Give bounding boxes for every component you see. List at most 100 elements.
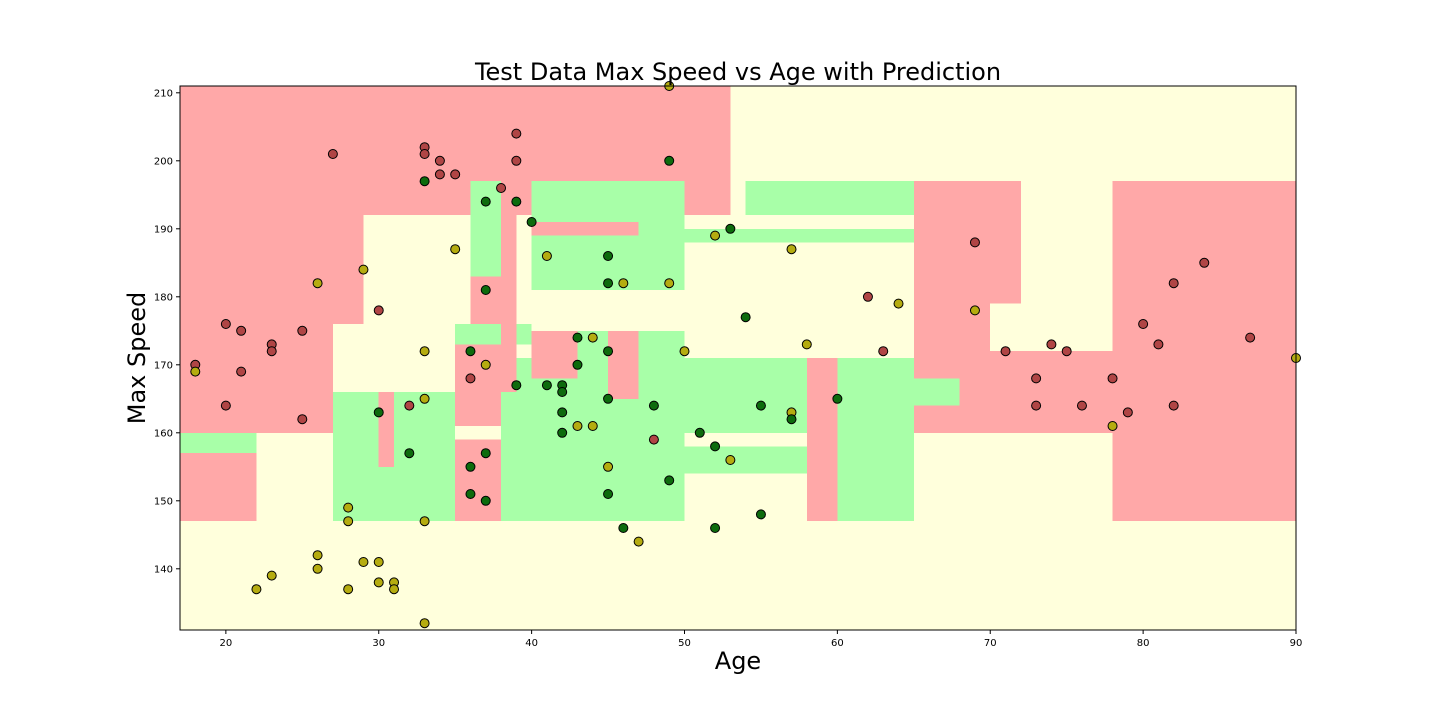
point-yellow [725, 455, 736, 465]
y-tick-label: 190 [154, 224, 173, 235]
point-red [878, 346, 889, 357]
region-red-3 [180, 453, 257, 522]
point-red [1138, 319, 1149, 329]
point-yellow [373, 577, 384, 588]
point-green [786, 414, 797, 425]
point-green [603, 278, 614, 289]
point-yellow [541, 251, 552, 261]
region-red-6 [378, 392, 395, 467]
point-red [648, 434, 659, 445]
point-green [755, 400, 766, 411]
point-red [1168, 278, 1179, 289]
point-green [480, 448, 491, 459]
point-yellow [266, 570, 277, 581]
region-red-27 [913, 181, 1021, 304]
point-red [220, 400, 231, 411]
point-yellow [343, 584, 354, 595]
point-yellow [618, 278, 629, 289]
region-red-1 [180, 215, 364, 324]
region-red-8 [455, 344, 502, 426]
point-red [419, 149, 430, 159]
y-tick-label: 160 [154, 428, 173, 439]
point-green [465, 346, 476, 357]
point-red [496, 183, 507, 193]
region-green-24 [684, 228, 914, 243]
y-tick-label: 180 [154, 292, 173, 303]
point-green [725, 223, 736, 234]
point-yellow [373, 557, 384, 567]
point-red [434, 155, 445, 166]
point-yellow [312, 550, 323, 561]
point-red [1076, 400, 1087, 411]
point-green [710, 441, 721, 452]
region-green-5 [332, 392, 456, 522]
point-red [1000, 346, 1011, 357]
point-red [1245, 332, 1256, 343]
y-tick-label: 140 [154, 564, 173, 575]
point-yellow [1107, 421, 1118, 431]
region-red-18 [608, 330, 639, 399]
point-yellow [358, 557, 369, 567]
point-red [1031, 373, 1042, 384]
point-yellow [969, 305, 980, 316]
point-green [419, 176, 430, 187]
point-yellow [679, 346, 690, 357]
point-green [404, 448, 415, 459]
region-green-23 [837, 358, 914, 522]
y-tick-label: 210 [154, 88, 173, 99]
plot-frame [179, 85, 1297, 631]
point-red [327, 149, 338, 159]
point-green [832, 393, 843, 404]
region-red-22 [806, 358, 838, 522]
point-yellow [251, 584, 262, 595]
point-yellow [312, 563, 323, 574]
x-tick-label: 40 [525, 638, 538, 649]
point-yellow [710, 230, 721, 241]
point-red [373, 305, 384, 316]
point-red [862, 291, 873, 302]
point-red [1061, 346, 1072, 357]
point-yellow [603, 461, 614, 472]
point-green [511, 380, 522, 391]
point-red [1107, 373, 1118, 384]
point-green [664, 155, 675, 166]
x-axis-ticks: 20 30 40 50 60 70 80 90 [219, 630, 1302, 649]
point-yellow [664, 278, 675, 289]
point-green [710, 523, 721, 533]
point-red [236, 366, 247, 377]
point-red [297, 414, 308, 425]
point-red [404, 400, 415, 411]
point-yellow [419, 393, 430, 404]
point-yellow [312, 278, 323, 289]
x-tick-label: 20 [219, 638, 232, 649]
point-yellow [633, 536, 644, 547]
point-green [755, 509, 766, 520]
point-red [1046, 339, 1057, 350]
point-yellow [190, 366, 201, 377]
point-yellow [572, 421, 583, 431]
point-green [557, 407, 568, 418]
point-yellow [419, 516, 430, 527]
point-green [648, 400, 659, 411]
point-green [618, 523, 629, 533]
point-yellow [893, 298, 904, 309]
point-green [664, 475, 675, 486]
point-green [557, 387, 568, 397]
region-red-2 [180, 324, 333, 433]
decision-regions [180, 86, 1296, 630]
point-green [465, 461, 476, 472]
region-green-26 [913, 378, 960, 406]
point-red [1153, 339, 1164, 350]
y-tick-label: 170 [154, 360, 173, 371]
region-yellow-20 [684, 473, 807, 522]
region-red-14 [470, 276, 517, 324]
point-green [603, 251, 614, 261]
point-green [541, 380, 552, 391]
point-yellow [587, 332, 598, 343]
point-red [236, 325, 247, 336]
data-points [190, 81, 1301, 629]
point-yellow [343, 502, 354, 513]
x-tick-label: 80 [1137, 638, 1150, 649]
point-yellow [419, 346, 430, 357]
